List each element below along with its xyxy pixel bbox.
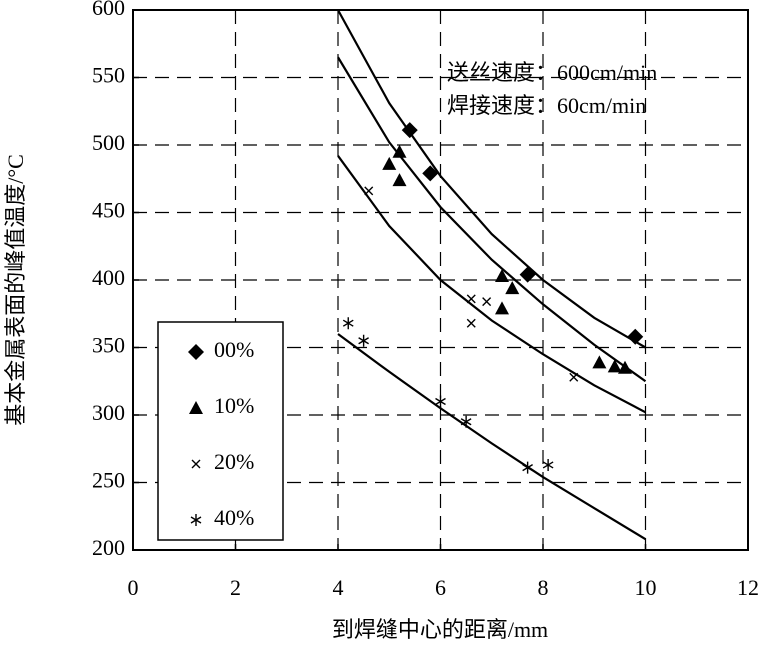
plot-frame: [132, 9, 749, 551]
y-axis-label: 基本金属表面的峰值温度/°C: [3, 154, 28, 426]
point: [482, 297, 492, 307]
fit-curve: [337, 56, 647, 383]
point: [342, 317, 354, 330]
x-tick-label: 6: [435, 575, 446, 600]
point: [364, 186, 374, 196]
legend-marker: [188, 344, 204, 360]
point: [542, 458, 554, 471]
legend-box: [157, 321, 284, 541]
point: [460, 415, 472, 428]
point: [401, 122, 418, 139]
x-tick-label: 4: [333, 575, 344, 600]
point: [392, 144, 407, 158]
x-tick-label: 2: [230, 575, 241, 600]
y-tick-label: 300: [92, 400, 125, 425]
y-tick-label: 450: [92, 198, 125, 223]
point: [627, 328, 644, 345]
y-tick-label: 500: [92, 130, 125, 155]
point: [522, 461, 533, 474]
point: [422, 165, 439, 182]
point: [466, 294, 476, 304]
fit-curve: [337, 333, 647, 541]
annotation: 送丝速度：600cm/min: [447, 60, 657, 85]
x-tick-label: 12: [737, 575, 759, 600]
point: [505, 281, 520, 295]
legend-label: 20%: [214, 449, 254, 474]
x-tick-label: 10: [635, 575, 657, 600]
point: [392, 173, 407, 187]
point: [618, 360, 632, 374]
point: [592, 355, 607, 369]
point: [435, 395, 446, 408]
point: [569, 372, 579, 382]
point: [382, 156, 397, 170]
x-axis-label: 到焊缝中心的距离/mm: [332, 617, 548, 642]
legend-label: 40%: [214, 505, 254, 530]
y-tick-label: 250: [92, 468, 125, 493]
fit-curve: [337, 155, 647, 414]
y-tick-label: 200: [92, 535, 125, 560]
y-tick-label: 550: [92, 63, 125, 88]
point: [495, 268, 509, 282]
point: [495, 301, 509, 315]
legend-label: 10%: [214, 393, 254, 418]
legend-marker: [191, 459, 201, 469]
point: [519, 266, 536, 283]
y-tick-label: 600: [92, 0, 125, 20]
point: [466, 318, 476, 328]
legend-label: 00%: [214, 337, 254, 362]
annotation: 焊接速度：60cm/min: [447, 93, 646, 118]
x-tick-label: 0: [128, 575, 139, 600]
y-tick-label: 400: [92, 265, 125, 290]
legend-marker: [190, 514, 202, 526]
point: [607, 359, 622, 373]
fit-curve: [337, 9, 647, 349]
y-tick-label: 350: [92, 333, 125, 358]
point: [358, 334, 369, 347]
legend-marker: [189, 401, 203, 414]
x-tick-label: 8: [538, 575, 549, 600]
